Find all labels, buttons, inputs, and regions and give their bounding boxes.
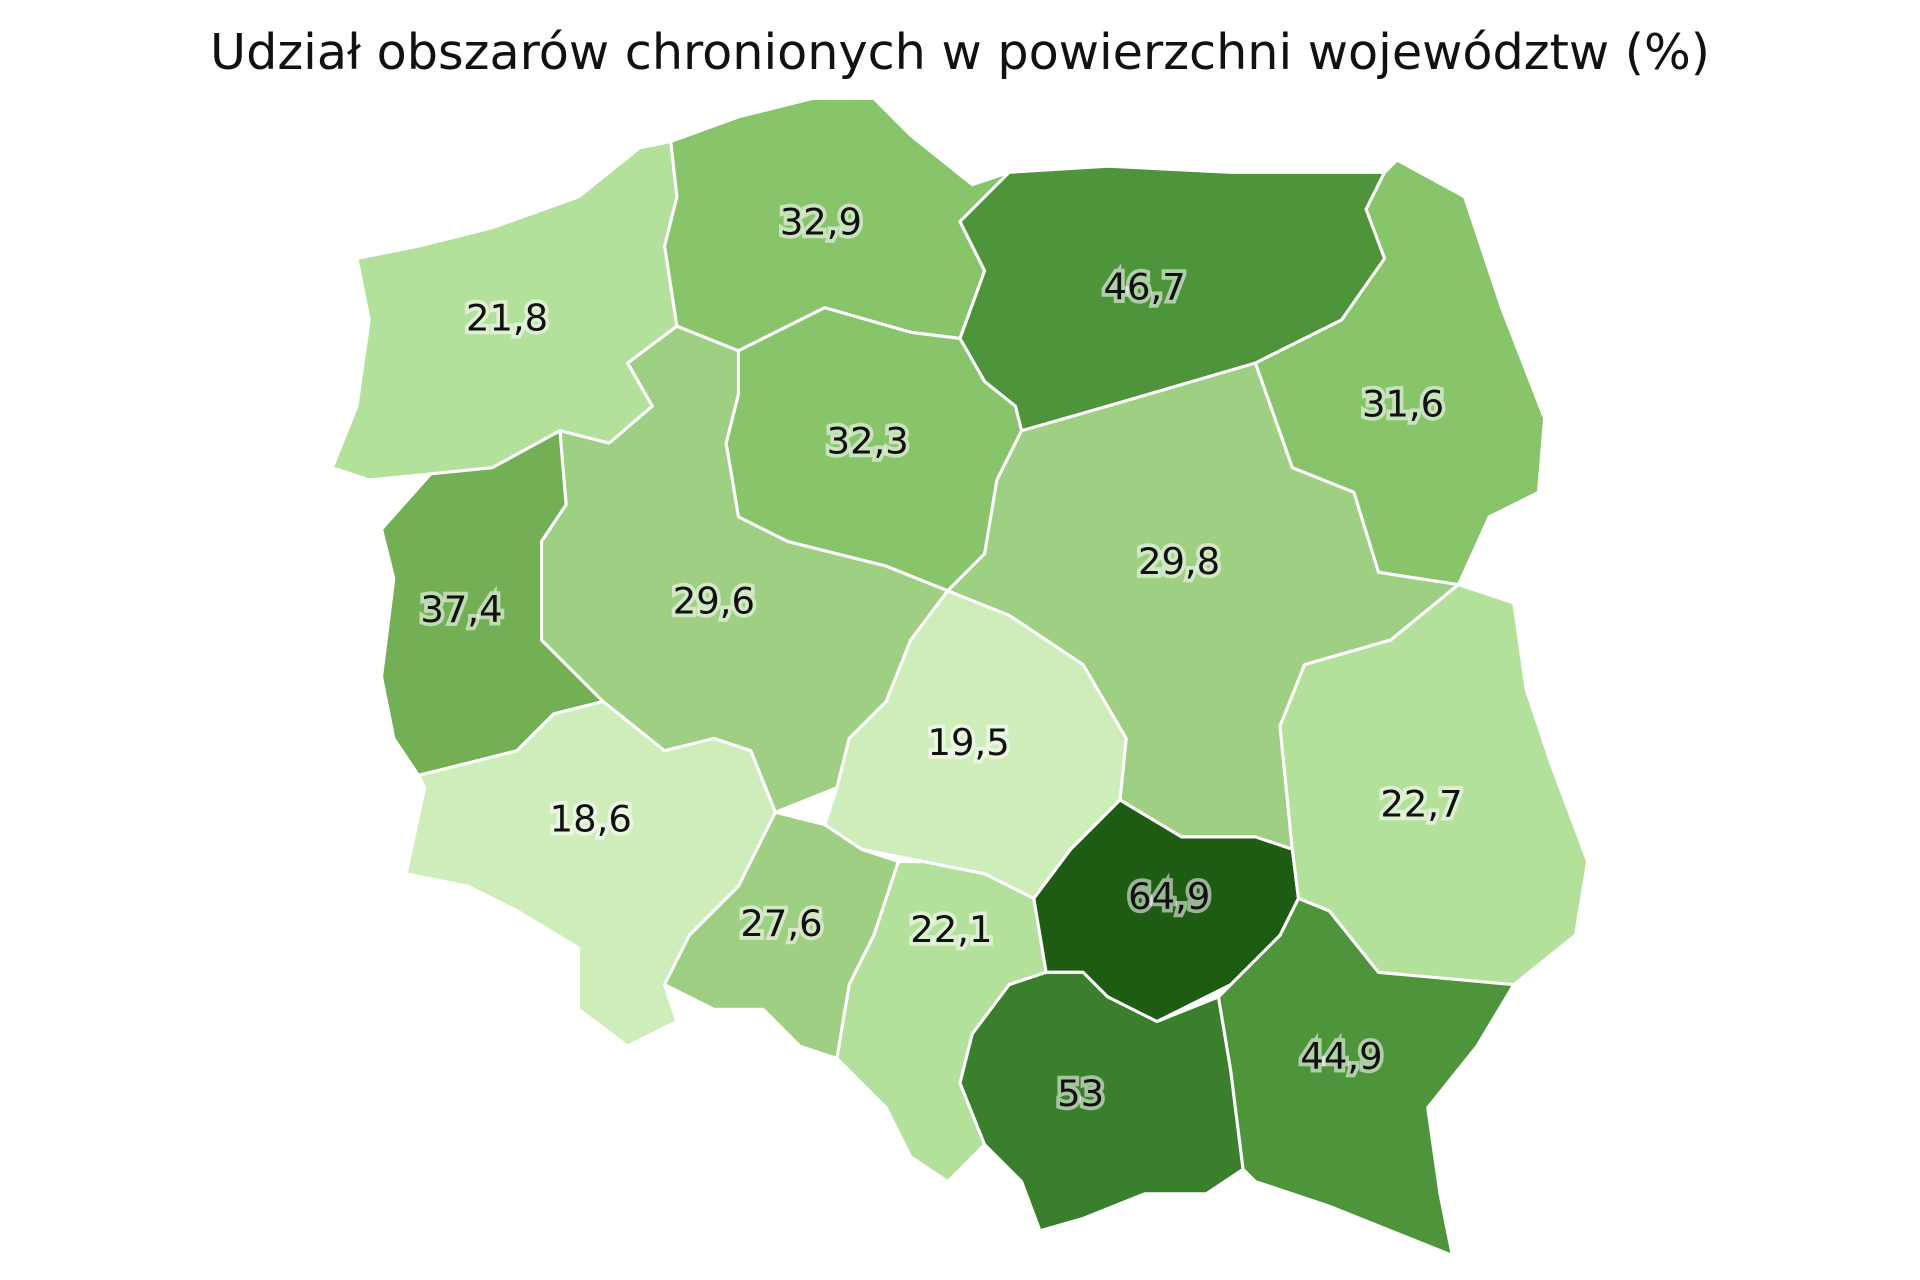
- value-label: 46,7: [1104, 266, 1186, 309]
- value-label: 31,6: [1362, 383, 1444, 426]
- value-label: 32,9: [780, 201, 862, 244]
- value-label: 44,9: [1300, 1035, 1382, 1078]
- value-label: 22,1: [910, 908, 992, 951]
- region: [1278, 583, 1590, 987]
- value-label: 27,6: [740, 902, 822, 945]
- region: [663, 810, 901, 1060]
- value-label: 29,8: [1138, 540, 1220, 583]
- value-label: 37,4: [420, 588, 502, 631]
- region: [1216, 896, 1516, 1257]
- value-label: 21,8: [466, 296, 548, 339]
- value-label: 18,6: [550, 797, 632, 840]
- value-label: 29,6: [673, 580, 755, 623]
- value-label: 64,9: [1128, 875, 1210, 918]
- regions: [330, 96, 1590, 1257]
- value-label: 19,5: [928, 721, 1010, 764]
- map-title: Udział obszarów chronionych w powierzchn…: [210, 23, 1710, 81]
- value-label: 22,7: [1380, 783, 1462, 826]
- value-label: 32,3: [827, 420, 909, 463]
- value-label: 53: [1057, 1072, 1104, 1115]
- labels: 21,8 32,9 46,7 31,6 32,3 29,8 37,4 29,6 19,5 18,6…: [417, 197, 1467, 1119]
- region: [958, 970, 1245, 1233]
